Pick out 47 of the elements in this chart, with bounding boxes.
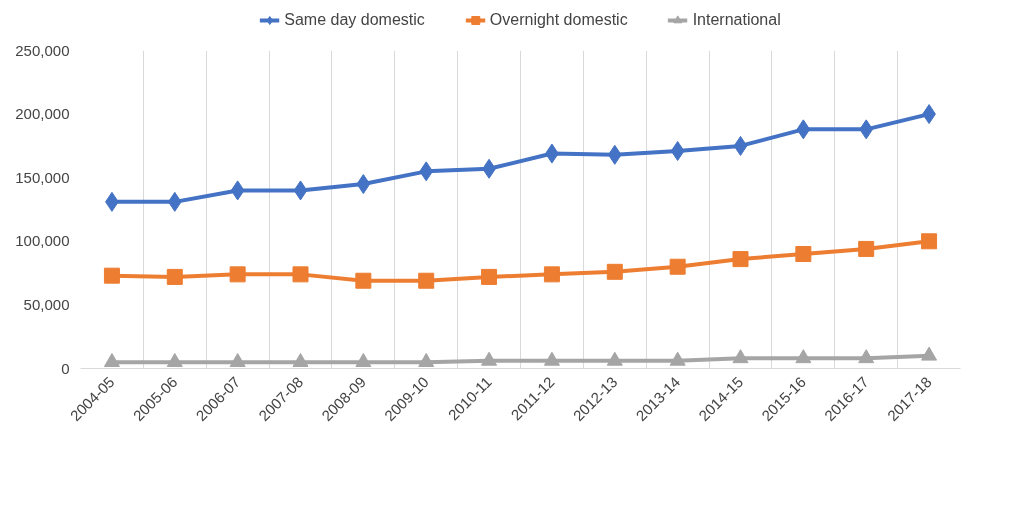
legend-label: Overnight domestic [489,11,628,29]
point [732,251,749,268]
point [858,240,875,257]
point [229,266,246,283]
y-tick-label: 200,000 [15,105,70,123]
y-tick-label: 0 [61,359,70,377]
point [670,140,685,161]
point [606,263,623,280]
point [796,119,811,140]
point [292,266,309,283]
point [166,352,183,367]
point [355,272,372,289]
point [795,349,812,364]
point [419,161,434,182]
point [732,349,749,364]
point [859,119,874,140]
point [292,352,309,367]
point [543,266,560,283]
point [921,233,938,250]
legend-label: Same day domestic [284,11,425,29]
point [921,346,938,361]
point [418,352,435,367]
point [166,268,183,285]
point [606,351,623,366]
legend-label: International [692,11,781,29]
point [103,267,120,284]
y-tick-label: 100,000 [15,232,70,250]
point [669,351,686,366]
point [481,268,498,285]
point [543,351,560,366]
y-tick-label: 250,000 [15,41,70,59]
y-tick-label: 150,000 [15,168,70,186]
point [103,352,120,367]
point [733,135,748,156]
point [356,174,371,195]
y-tick-label: 50,000 [23,295,70,313]
point [229,352,246,367]
point [418,272,435,289]
point [858,349,875,364]
point [607,144,622,165]
point [481,351,498,366]
point [167,191,182,212]
point [669,258,686,275]
point [355,352,372,367]
point [230,180,245,201]
point [293,180,308,201]
point [795,246,812,263]
